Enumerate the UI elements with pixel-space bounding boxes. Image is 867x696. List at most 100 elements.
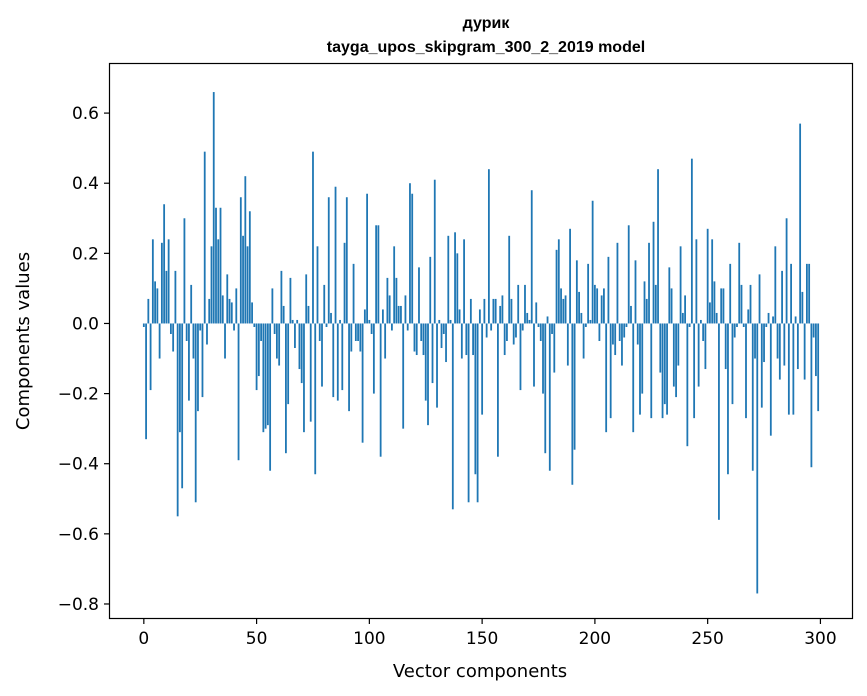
bar [411, 193, 414, 324]
bar [690, 158, 693, 324]
bar [375, 225, 378, 324]
bar [645, 298, 648, 324]
bar [145, 323, 147, 440]
y-tick-label: −0.6 [58, 525, 99, 545]
bar [372, 323, 375, 394]
bar [609, 323, 612, 419]
bar [442, 323, 445, 334]
bar [266, 323, 269, 426]
bar [494, 298, 497, 324]
bar [659, 323, 662, 373]
bar [636, 323, 639, 345]
bar [248, 211, 251, 324]
bar [772, 316, 774, 324]
bar [400, 305, 402, 324]
bar [215, 207, 217, 324]
bar [670, 288, 673, 324]
bar [409, 183, 411, 324]
bar [230, 302, 233, 324]
bar [654, 284, 657, 324]
chart-title: дурик [463, 15, 511, 32]
bar [271, 288, 274, 324]
bar [760, 323, 763, 408]
bar [803, 323, 806, 380]
bar [695, 239, 698, 324]
bar [548, 323, 551, 471]
bar [298, 323, 301, 370]
bar [404, 295, 407, 324]
bar [801, 291, 804, 324]
bar [458, 309, 461, 324]
bar [643, 281, 646, 324]
bar [309, 323, 312, 422]
bar [630, 305, 632, 324]
bar [334, 186, 337, 324]
bar [776, 323, 779, 359]
bar [445, 323, 447, 363]
bar [282, 305, 285, 324]
bar [763, 323, 765, 363]
bar [769, 323, 772, 436]
bar [336, 323, 339, 401]
bar [413, 323, 416, 352]
bar [544, 323, 547, 454]
bar [463, 239, 465, 324]
bar [323, 284, 326, 324]
bar [686, 323, 689, 447]
bar [589, 319, 592, 324]
bar [733, 323, 736, 338]
bar [469, 298, 472, 324]
bar [778, 323, 781, 380]
bar [183, 218, 186, 324]
bar [508, 235, 511, 324]
bar [192, 323, 195, 359]
bar [533, 323, 535, 387]
plot-frame [108, 62, 854, 620]
y-tick-label: 0.0 [72, 314, 99, 334]
bar [742, 323, 745, 327]
bar [217, 239, 220, 324]
bar [699, 319, 702, 324]
bar [566, 323, 569, 366]
bar [149, 323, 152, 391]
bar [663, 323, 666, 405]
bar [368, 319, 371, 324]
bar [747, 309, 750, 324]
bar [485, 323, 488, 338]
y-tick-label: −0.8 [58, 595, 99, 615]
bar [244, 176, 247, 324]
bar [562, 298, 565, 324]
bar [564, 295, 567, 324]
bar [580, 312, 583, 324]
bar [203, 151, 206, 324]
bar [199, 323, 202, 331]
bar [560, 288, 562, 324]
bar [720, 288, 723, 324]
chart-subtitle: tayga_upos_skipgram_300_2_2019 model [327, 39, 645, 56]
bar [815, 323, 817, 377]
bar [212, 92, 215, 324]
x-tick-label: 200 [579, 629, 611, 649]
bar [515, 323, 517, 338]
y-tick-label: 0.2 [72, 244, 99, 264]
bar [709, 302, 711, 324]
bar [625, 323, 628, 327]
bar [677, 323, 680, 366]
bar [481, 323, 484, 415]
bar [675, 323, 677, 398]
bar [715, 312, 718, 324]
bar [210, 246, 213, 324]
bar [652, 221, 655, 324]
bar [506, 323, 508, 341]
bar [542, 323, 544, 394]
bar [142, 323, 145, 327]
bar [745, 323, 747, 419]
bar [332, 323, 335, 398]
bar [648, 242, 650, 324]
bar [330, 312, 332, 324]
bar [305, 274, 308, 324]
bar [384, 323, 387, 359]
y-axis-label: Components values [13, 252, 34, 430]
bar [318, 323, 321, 341]
bar [179, 323, 181, 433]
